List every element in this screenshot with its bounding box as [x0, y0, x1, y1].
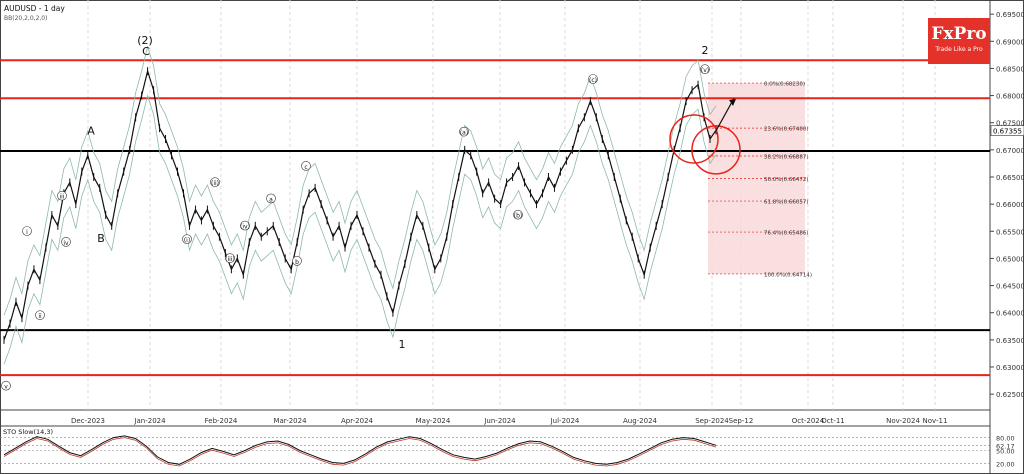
- projection-arrow: [715, 97, 735, 132]
- wave-label-circle: [459, 126, 469, 137]
- time-tick-label: Nov-2024: [886, 417, 920, 425]
- wave-label-circle: [700, 64, 710, 75]
- wave-label: (iii): [225, 256, 235, 263]
- fibonacci-level-label: 100.0%(0.64714): [764, 272, 812, 278]
- wave-label: (c): [589, 77, 597, 84]
- wave-label: (a): [460, 130, 468, 137]
- wave-label: a: [269, 196, 273, 203]
- projection-arrow-head: [729, 99, 736, 106]
- wave-label: i: [26, 229, 28, 236]
- highlight-circle-left: [669, 114, 719, 164]
- time-tick-label: Sep-2024: [695, 417, 729, 425]
- price-tick-label: 0.66500: [996, 174, 1024, 182]
- wave-label: B: [97, 232, 105, 245]
- fibonacci-level-label: 38.2%(0.66887): [764, 154, 809, 160]
- price-tick-label: 0.68500: [996, 65, 1024, 73]
- wave-label-circle: [588, 74, 598, 84]
- wave-label: (b): [514, 213, 523, 220]
- wave-label-circle: [301, 161, 311, 171]
- time-tick-label: Aug-2024: [623, 417, 658, 425]
- fxpro-tagline: Trade Like a Pro: [935, 46, 983, 53]
- price-tick-label: 0.68000: [996, 93, 1024, 101]
- fibonacci-level-label: 23.6%(0.67400): [764, 127, 809, 133]
- time-tick-label: Jun-2024: [483, 417, 516, 425]
- current-price-label: 0.67355: [993, 128, 1022, 136]
- time-tick-label: Mar-2024: [273, 417, 307, 425]
- stochastic-tick-label: 62.17: [996, 442, 1015, 450]
- stochastic-tick-label: 20.00: [996, 460, 1015, 468]
- wave-label: (v): [701, 67, 709, 74]
- wave-label-circle: [61, 237, 71, 247]
- wave-label: c: [304, 164, 307, 171]
- price-tick-label: 0.63500: [996, 337, 1024, 345]
- stochastic-signal-line: [3, 437, 717, 467]
- price-tick-label: 0.63000: [996, 364, 1024, 372]
- time-tick-label: Jan-2024: [133, 417, 166, 425]
- time-tick-label: Dec-2023: [71, 417, 105, 425]
- wave-label: 2: [702, 44, 709, 57]
- wave-label-circle: [182, 234, 192, 244]
- wave-label-circle: [1, 380, 11, 391]
- wave-label-circle: [210, 177, 220, 187]
- wave-label-circle: [57, 190, 67, 201]
- stochastic-tick-label: 80.00: [996, 435, 1015, 443]
- current-price-box: [990, 125, 1024, 136]
- wave-label: (i): [184, 237, 190, 244]
- price-tick-label: 0.67500: [996, 120, 1024, 128]
- wave-label-circle: [225, 253, 235, 263]
- time-tick-label: Feb-2024: [205, 417, 238, 425]
- price-tick-label: 0.64500: [996, 283, 1024, 291]
- wave-label: iv: [63, 240, 69, 247]
- time-tick-label: Apr-2024: [341, 417, 374, 425]
- wave-label: (iv): [240, 224, 250, 231]
- price-tick-label: 0.66000: [996, 201, 1024, 209]
- fxpro-logo: FxPro Trade Like a Pro: [928, 18, 990, 64]
- price-tick-label: 0.65000: [996, 255, 1024, 263]
- price-tick-label: 0.69500: [996, 11, 1024, 19]
- bollinger-lower-band: [3, 94, 717, 365]
- fibonacci-level-label: 76.4%(0.65486): [764, 231, 809, 237]
- wave-label: (2): [137, 34, 153, 47]
- price-tick-label: 0.69000: [996, 38, 1024, 46]
- wave-label-circle: [513, 209, 523, 220]
- bollinger-upper-band: [3, 45, 717, 316]
- price-tick-label: 0.64000: [996, 310, 1024, 318]
- fibonacci-level-label: 61.8%(0.66057): [764, 200, 809, 206]
- price-tick-label: 0.62500: [996, 391, 1024, 399]
- stochastic-label: STO Slow(14,3): [3, 428, 53, 436]
- price-tick-label: 0.67000: [996, 147, 1024, 155]
- wave-label: iii: [59, 194, 64, 201]
- time-tick-label: Oct-11: [821, 417, 845, 425]
- stochastic-main-line: [3, 435, 717, 465]
- fibonacci-level-label: 0.0%(0.68230): [764, 82, 805, 88]
- time-tick-label: Nov-11: [923, 417, 948, 425]
- wave-label-circle: [35, 310, 45, 320]
- time-tick-label: Oct-2024: [792, 417, 825, 425]
- wave-label-circle: [292, 256, 302, 266]
- wave-label-circle: [240, 220, 250, 231]
- wave-label-circle: [266, 193, 276, 204]
- wave-label: (ii): [211, 180, 219, 187]
- fibonacci-level-label: 50.0%(0.66472): [764, 177, 809, 183]
- stochastic-tick-label: 50.00: [996, 448, 1015, 456]
- wave-label: A: [87, 125, 95, 138]
- time-tick-label: May-2024: [416, 417, 451, 425]
- wave-label: v: [4, 384, 8, 391]
- fxpro-logo-text: FxPro: [931, 24, 987, 44]
- price-tick-label: 0.65500: [996, 228, 1024, 236]
- time-tick-label: Jul-2024: [550, 417, 580, 425]
- highlight-circle-right: [691, 125, 741, 175]
- time-tick-label: Sep-12: [729, 417, 754, 425]
- wave-label: C: [142, 45, 150, 58]
- chart-title: AUDUSD - 1 day: [4, 4, 65, 13]
- wave-label-circle: [22, 226, 32, 236]
- price-line: [3, 68, 717, 341]
- wave-label: ii: [38, 313, 42, 320]
- wave-label: 1: [399, 338, 406, 351]
- wave-label: b: [295, 259, 299, 266]
- indicator-label: BB(20,2,0,2,0): [4, 15, 47, 22]
